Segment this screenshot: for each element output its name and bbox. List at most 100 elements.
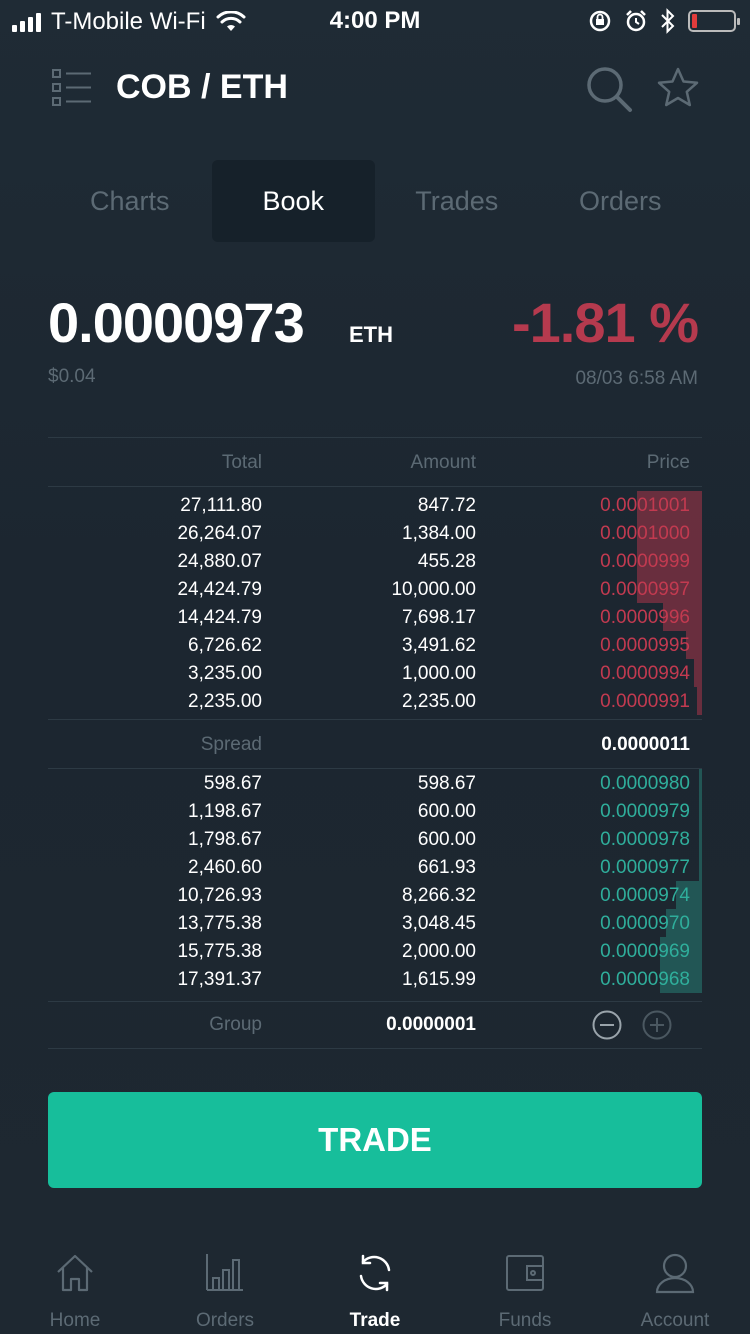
- ask-price: 0.0001001: [600, 495, 690, 516]
- bid-price: 0.0000980: [600, 773, 690, 794]
- tab-book[interactable]: Book: [211, 160, 375, 242]
- nav-orders[interactable]: Orders: [150, 1244, 300, 1334]
- signal-icon: [12, 12, 41, 32]
- bid-amount: 600.00: [417, 829, 476, 850]
- wallet-icon: [506, 1255, 544, 1291]
- status-left: T-Mobile Wi-Fi: [12, 8, 246, 36]
- bid-total: 15,775.38: [177, 941, 262, 962]
- bid-price: 0.0000970: [600, 913, 690, 934]
- home-icon: [57, 1254, 93, 1292]
- bid-total: 10,726.93: [177, 885, 262, 906]
- list-menu-icon[interactable]: [52, 68, 92, 108]
- bid-row[interactable]: 13,775.38 3,048.45 0.0000970: [48, 909, 702, 937]
- price-unit: ETH: [349, 322, 393, 347]
- ask-depth-bar: [662, 603, 702, 631]
- ask-total: 14,424.79: [177, 607, 262, 628]
- tab-charts[interactable]: Charts: [89, 185, 170, 216]
- order-book: Total Amount Price 27,111.80 847.72 0.0001…: [48, 437, 702, 1049]
- bid-depth-bar: [699, 797, 702, 825]
- bid-amount: 661.93: [417, 857, 476, 878]
- person-icon: [655, 1253, 695, 1294]
- bid-price: 0.0000978: [600, 829, 690, 850]
- bid-total: 1,198.67: [188, 801, 262, 822]
- bid-amount: 8,266.32: [402, 885, 476, 906]
- ask-row[interactable]: 3,235.00 1,000.00 0.0000994: [48, 659, 702, 687]
- bid-amount: 598.67: [417, 773, 476, 794]
- ask-total: 6,726.62: [188, 635, 262, 656]
- bid-price: 0.0000977: [600, 857, 690, 878]
- ask-amount: 3,491.62: [402, 635, 476, 656]
- group-value: 0.0000001: [386, 1014, 476, 1035]
- nav-account[interactable]: Account: [600, 1244, 750, 1334]
- bid-row[interactable]: 598.67 598.67 0.0000980: [48, 769, 702, 797]
- ask-row[interactable]: 24,424.79 10,000.00 0.0000997: [48, 575, 702, 603]
- bid-rows: 598.67 598.67 0.0000980 1,198.67 600.00 0.000…: [48, 769, 702, 1001]
- nav-funds[interactable]: Funds: [450, 1244, 600, 1334]
- divider: [48, 486, 702, 487]
- ask-total: 24,424.79: [177, 579, 262, 600]
- order-book-header: Total Amount Price: [48, 438, 702, 486]
- last-price: 0.0000973: [48, 291, 305, 354]
- tab-trades[interactable]: Trades: [415, 185, 499, 216]
- bid-row[interactable]: 1,198.67 600.00 0.0000979: [48, 797, 702, 825]
- ask-row[interactable]: 24,880.07 455.28 0.0000999: [48, 547, 702, 575]
- search-icon[interactable]: [584, 64, 634, 114]
- status-time: 4:00 PM: [329, 7, 421, 34]
- ask-rows: 27,111.80 847.72 0.0001001 26,264.07 1,384.0…: [48, 487, 702, 719]
- bid-depth-bar: [699, 853, 702, 881]
- ask-depth-bar: [636, 575, 702, 603]
- ask-price: 0.0000999: [600, 551, 690, 572]
- nav-trade[interactable]: Trade: [300, 1244, 450, 1334]
- orientation-lock-icon: [589, 10, 611, 32]
- bid-row[interactable]: 2,460.60 661.93 0.0000977: [48, 853, 702, 881]
- bid-price: 0.0000979: [600, 801, 690, 822]
- wifi-icon: [216, 11, 246, 31]
- ask-price: 0.0000991: [600, 691, 690, 712]
- nav-trade-label: Trade: [349, 1310, 401, 1331]
- nav-home-label: Home: [49, 1310, 101, 1331]
- bid-row[interactable]: 10,726.93 8,266.32 0.0000974: [48, 881, 702, 909]
- bluetooth-icon: [661, 8, 675, 34]
- nav-account-label: Account: [640, 1310, 710, 1331]
- increase-group-icon[interactable]: [642, 1010, 672, 1040]
- nav-home[interactable]: Home: [0, 1244, 150, 1334]
- bid-total: 13,775.38: [177, 913, 262, 934]
- bid-row[interactable]: 15,775.38 2,000.00 0.0000969: [48, 937, 702, 965]
- battery-icon: [688, 10, 740, 32]
- ask-depth-bar: [696, 687, 702, 715]
- favorite-star-icon[interactable]: [656, 66, 700, 110]
- ask-amount: 1,000.00: [402, 663, 476, 684]
- ask-row[interactable]: 6,726.62 3,491.62 0.0000995: [48, 631, 702, 659]
- bid-amount: 600.00: [417, 801, 476, 822]
- decrease-group-icon[interactable]: [592, 1010, 622, 1040]
- price-change: -1.81 %: [512, 291, 699, 354]
- ask-row[interactable]: 26,264.07 1,384.00 0.0001000: [48, 519, 702, 547]
- bid-row[interactable]: 1,798.67 600.00 0.0000978: [48, 825, 702, 853]
- bid-total: 1,798.67: [188, 829, 262, 850]
- ask-depth-bar: [636, 519, 702, 547]
- ask-amount: 455.28: [417, 551, 476, 572]
- ask-depth-bar: [685, 631, 702, 659]
- header-total: Total: [221, 452, 262, 473]
- bid-depth-bar: [659, 965, 702, 993]
- divider: [48, 768, 702, 769]
- divider: [48, 719, 702, 720]
- price-datetime: 08/03 6:58 AM: [575, 368, 698, 389]
- ask-row[interactable]: 14,424.79 7,698.17 0.0000996: [48, 603, 702, 631]
- tab-bar: Charts Book Trades Orders: [48, 160, 702, 242]
- status-bar: T-Mobile Wi-Fi 4:00 PM: [0, 0, 750, 40]
- bar-chart-icon: [206, 1254, 243, 1291]
- ask-depth-bar: [694, 659, 702, 687]
- ask-price: 0.0001000: [600, 523, 690, 544]
- ask-amount: 2,235.00: [402, 691, 476, 712]
- ask-row[interactable]: 27,111.80 847.72 0.0001001: [48, 491, 702, 519]
- trade-button[interactable]: TRADE: [48, 1092, 702, 1188]
- bid-amount: 2,000.00: [402, 941, 476, 962]
- tab-orders[interactable]: Orders: [578, 185, 662, 216]
- ask-price: 0.0000994: [600, 663, 690, 684]
- pair-title: COB / ETH: [116, 68, 288, 106]
- ask-row[interactable]: 2,235.00 2,235.00 0.0000991: [48, 687, 702, 715]
- ask-total: 26,264.07: [177, 523, 262, 544]
- header: COB / ETH: [0, 60, 750, 120]
- bid-row[interactable]: 17,391.37 1,615.99 0.0000968: [48, 965, 702, 993]
